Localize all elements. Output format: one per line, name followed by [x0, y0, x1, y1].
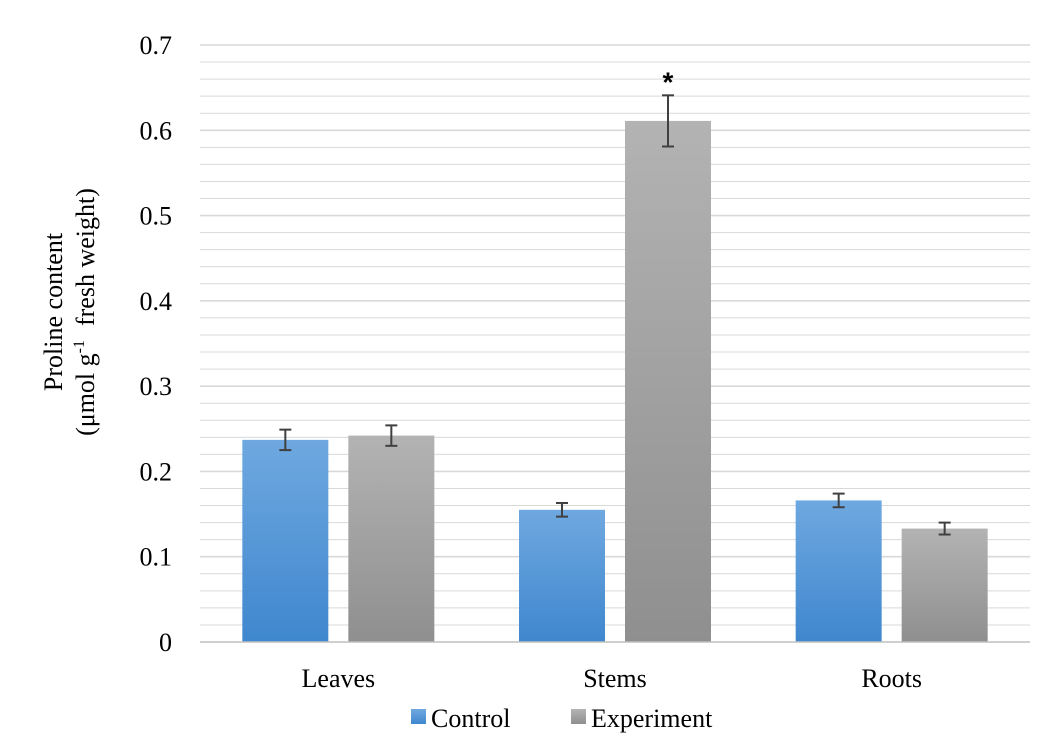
bar-control-roots	[795, 500, 882, 642]
y-tick-label: 0.1	[140, 543, 173, 572]
bar-control-leaves	[242, 439, 329, 642]
significance-marker: *	[663, 66, 674, 97]
error-bar	[832, 492, 845, 509]
bar-experiment-stems	[625, 120, 711, 642]
y-tick-label: 0.7	[140, 31, 173, 60]
y-tick-label: 0	[159, 628, 172, 657]
error-bar	[385, 424, 398, 447]
error-bar	[662, 94, 674, 148]
legend-swatch-experiment	[571, 709, 586, 724]
y-axis-title-line2: (μmol g-1fresh weight)	[71, 188, 100, 436]
bar-experiment-roots	[901, 528, 988, 642]
bar-control-stems	[519, 509, 605, 642]
error-bar	[556, 501, 568, 518]
y-tick-label: 0.3	[140, 372, 173, 401]
bars: *	[242, 66, 988, 642]
x-tick-label: Leaves	[302, 664, 376, 693]
legend: Control Experiment	[411, 704, 713, 733]
legend-label-experiment: Experiment	[591, 704, 713, 733]
y-tick-label: 0.6	[140, 116, 173, 145]
error-bar	[938, 521, 951, 536]
x-tick-label: Roots	[861, 664, 922, 693]
bar-experiment-leaves	[348, 435, 435, 642]
axes: 0 0.1 0.2 0.3 0.4 0.5 0.6 0.7 Leaves Stems Roots	[140, 31, 1030, 693]
gridlines	[200, 44, 1030, 626]
y-tick-label: 0.2	[140, 457, 173, 486]
y-tick-label: 0.5	[140, 202, 173, 231]
y-axis-title: Proline content (μmol g-1fresh weight)	[39, 188, 100, 436]
error-bar	[279, 428, 292, 452]
x-tick-label: Stems	[583, 664, 647, 693]
legend-swatch-control	[411, 709, 426, 724]
legend-label-control: Control	[431, 704, 510, 733]
y-axis-title-line1: Proline content	[39, 232, 68, 391]
y-tick-label: 0.4	[140, 287, 173, 316]
